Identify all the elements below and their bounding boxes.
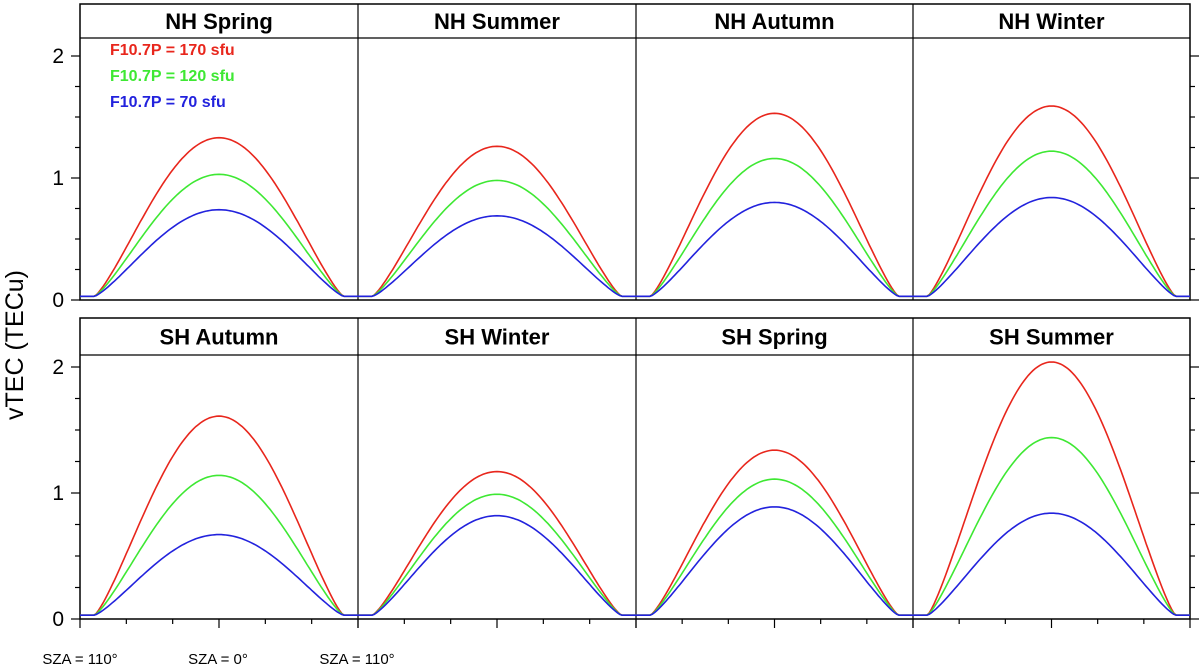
x-label-sza-110-left: SZA = 110° (42, 651, 117, 667)
series-line (636, 449, 913, 616)
y-tick-label: 1 (52, 482, 64, 505)
y-axis-label: vTEC (TECu) (1, 270, 29, 420)
panel-row-frame (79, 317, 1191, 620)
series-line (358, 493, 636, 616)
y-tick-label: 0 (52, 608, 64, 631)
series-line (358, 179, 636, 298)
series-line (913, 105, 1190, 298)
panel-title: SH Spring (721, 325, 827, 350)
series-line (80, 533, 358, 616)
legend-entry-170: F10.7P = 170 sfu (110, 42, 235, 59)
series-line (80, 415, 358, 616)
series-line (636, 506, 913, 616)
series-line (80, 136, 358, 298)
y-tick-label: 2 (52, 45, 64, 68)
panel-title: NH Spring (165, 9, 273, 34)
series-line (80, 208, 358, 298)
series-line (358, 514, 636, 616)
x-label-sza-110-right: SZA = 110° (319, 651, 394, 667)
series-line (636, 201, 913, 298)
panel-title: SH Autumn (160, 325, 279, 350)
series-line (913, 150, 1190, 298)
x-label-sza-0: SZA = 0° (188, 651, 248, 667)
legend-entry-120: F10.7P = 120 sfu (110, 68, 235, 85)
series-line (913, 361, 1190, 616)
series-line (358, 214, 636, 298)
series-line (913, 196, 1190, 298)
panel-title: SH Summer (989, 325, 1114, 350)
y-tick-label: 0 (52, 289, 64, 312)
series-line (913, 436, 1190, 616)
series-line (80, 173, 358, 298)
series-line (358, 145, 636, 298)
series-line (358, 470, 636, 616)
panel-title: NH Winter (998, 9, 1105, 34)
panel-title: SH Winter (445, 325, 550, 350)
series-line (80, 474, 358, 616)
series-line (636, 112, 913, 298)
y-tick-label: 2 (52, 356, 64, 379)
legend-entry-70: F10.7P = 70 sfu (110, 94, 226, 111)
y-tick-label: 1 (52, 167, 64, 190)
series-line (636, 157, 913, 298)
panel-title: NH Autumn (714, 9, 834, 34)
series-line (636, 478, 913, 616)
series-line (913, 512, 1190, 616)
panel-row-frame (79, 3, 1191, 301)
panel-title: NH Summer (434, 9, 560, 34)
